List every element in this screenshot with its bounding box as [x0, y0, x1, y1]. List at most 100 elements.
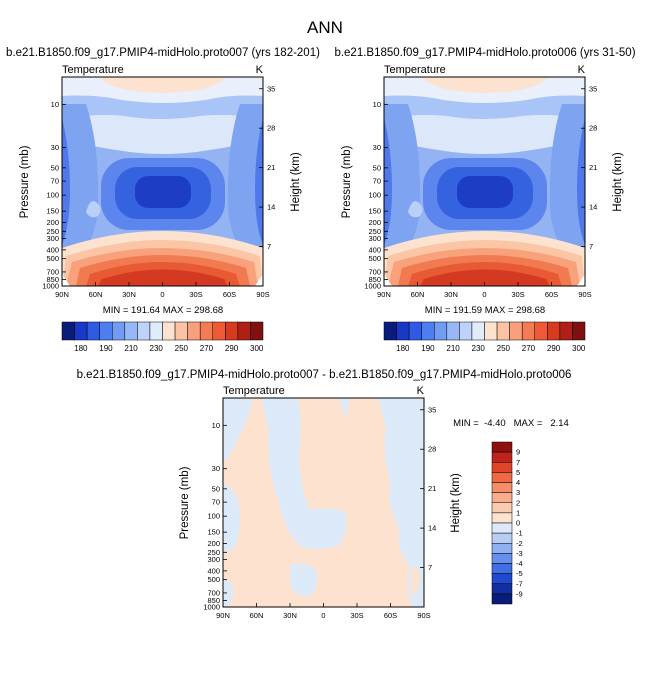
pressure-tick-label: 400 — [207, 566, 220, 575]
colorbar-label: 3 — [516, 488, 520, 497]
panel-diff-height-axis-title: Height (km) — [450, 473, 462, 533]
colorbar-swatch — [491, 532, 513, 544]
colorbar-swatch — [396, 321, 410, 341]
lat-tick-label: 90N — [377, 290, 391, 299]
pressure-tick-label: 100 — [368, 191, 381, 200]
pressure-tick-label: 200 — [46, 218, 59, 227]
height-tick-label: 7 — [428, 563, 432, 572]
height-tick-label: 14 — [589, 203, 597, 212]
colorbar-swatch — [112, 321, 126, 341]
panel-right: b.e21.B1850.f09_g17.PMIP4-midHolo.proto0… — [334, 47, 635, 353]
colorbar-swatch — [491, 482, 513, 493]
colorbar-swatch — [421, 321, 435, 341]
height-tick-label: 21 — [267, 163, 275, 172]
colorbar-label: -9 — [516, 589, 523, 598]
height-tick-label: 28 — [589, 124, 597, 133]
colorbar-swatch — [446, 321, 460, 341]
height-tick-label: 14 — [267, 203, 275, 212]
pressure-tick-label: 1000 — [42, 282, 59, 291]
colorbar-label: -2 — [516, 539, 523, 548]
pressure-tick-label: 100 — [207, 512, 220, 521]
height-tick-label: 14 — [428, 524, 436, 533]
lat-tick-label: 90N — [216, 611, 230, 620]
colorbar-label: 1 — [516, 508, 520, 517]
pressure-tick-label: 50 — [212, 484, 220, 493]
pressure-tick-label: 150 — [207, 528, 220, 537]
pressure-tick-label: 50 — [373, 163, 381, 172]
colorbar-swatch — [534, 321, 548, 341]
lat-tick-label: 30N — [122, 290, 136, 299]
pressure-tick-label: 70 — [373, 177, 381, 186]
colorbar-swatch — [509, 321, 523, 341]
lat-tick-label: 60N — [411, 290, 425, 299]
panel-diff-lat-ticks: 90N 60N 30N 0 30S 60S 90S — [216, 603, 431, 620]
colorbar-swatch — [491, 573, 513, 584]
pressure-tick-label: 300 — [368, 234, 381, 243]
pressure-tick-label: 850 — [46, 275, 59, 284]
colorbar-swatch — [459, 321, 473, 341]
lat-tick-label: 30N — [283, 611, 297, 620]
lat-tick-label: 0 — [482, 290, 486, 299]
colorbar-swatch — [491, 563, 513, 574]
colorbar-label: 210 — [446, 344, 460, 353]
pressure-tick-label: 1000 — [364, 282, 381, 291]
colorbar-swatch — [174, 321, 188, 341]
pressure-tick-label: 30 — [51, 143, 59, 152]
panel-right-title: b.e21.B1850.f09_g17.PMIP4-midHolo.proto0… — [334, 47, 635, 59]
lat-tick-label: 90S — [256, 290, 269, 299]
pressure-tick-label: 700 — [368, 267, 381, 276]
pressure-tick-label: 50 — [51, 163, 59, 172]
colorbar-swatch — [491, 451, 513, 463]
lat-tick-label: 60S — [545, 290, 558, 299]
lat-tick-label: 90S — [578, 290, 591, 299]
colorbar-label: 230 — [472, 344, 486, 353]
panel-right-units-label: K — [578, 64, 586, 76]
panel-right-stats: MIN = 191.59 MAX = 298.68 — [425, 305, 545, 316]
colorbar-swatch — [124, 321, 138, 341]
colorbar-label: 270 — [522, 344, 536, 353]
lat-tick-label: 30S — [350, 611, 363, 620]
panel-right-variable-label: Temperature — [384, 64, 446, 76]
colorbar-label: 290 — [547, 344, 561, 353]
panel-left-colorbar: 180 190 210 230 250 270 290 300 — [61, 321, 264, 353]
colorbar-swatch — [559, 321, 573, 341]
colorbar-swatch — [86, 321, 100, 341]
pressure-tick-label: 700 — [207, 588, 220, 597]
colorbar-swatch — [491, 583, 513, 595]
pressure-tick-label: 10 — [373, 100, 381, 109]
colorbar-label: 190 — [421, 344, 435, 353]
pressure-tick-label: 850 — [207, 596, 220, 605]
colorbar-swatch — [471, 321, 485, 341]
colorbar-label: 270 — [200, 344, 214, 353]
colorbar-label: 300 — [250, 344, 264, 353]
colorbar-label: 4 — [516, 478, 520, 487]
lat-tick-label: 60N — [250, 611, 264, 620]
colorbar-swatch — [408, 321, 422, 341]
colorbar-swatch — [496, 321, 510, 341]
pressure-tick-label: 500 — [368, 254, 381, 263]
colorbar-swatch — [149, 321, 163, 341]
pressure-tick-label: 300 — [207, 555, 220, 564]
colorbar-swatch — [250, 321, 264, 341]
panel-right-height-ticks: 35 28 21 14 7 — [581, 84, 597, 251]
colorbar-label: 250 — [497, 344, 511, 353]
colorbar-label: -5 — [516, 569, 523, 578]
colorbar-swatch — [491, 522, 513, 534]
colorbar-swatch — [74, 321, 88, 341]
pressure-tick-label: 70 — [51, 177, 59, 186]
colorbar-swatch — [491, 462, 513, 473]
lat-tick-label: 60S — [384, 611, 397, 620]
height-tick-label: 28 — [267, 124, 275, 133]
panel-diff-title: b.e21.B1850.f09_g17.PMIP4-midHolo.proto0… — [77, 369, 572, 381]
pressure-tick-label: 200 — [207, 539, 220, 548]
colorbar-swatch — [434, 321, 448, 341]
panel-diff-variable-label: Temperature — [223, 385, 285, 397]
colorbar-swatch — [491, 553, 513, 564]
pressure-tick-label: 300 — [46, 234, 59, 243]
height-tick-label: 35 — [589, 84, 597, 93]
colorbar-label: 9 — [516, 448, 520, 457]
colorbar-label: 210 — [124, 344, 138, 353]
height-tick-label: 21 — [589, 163, 597, 172]
colorbar-swatch — [225, 321, 239, 341]
